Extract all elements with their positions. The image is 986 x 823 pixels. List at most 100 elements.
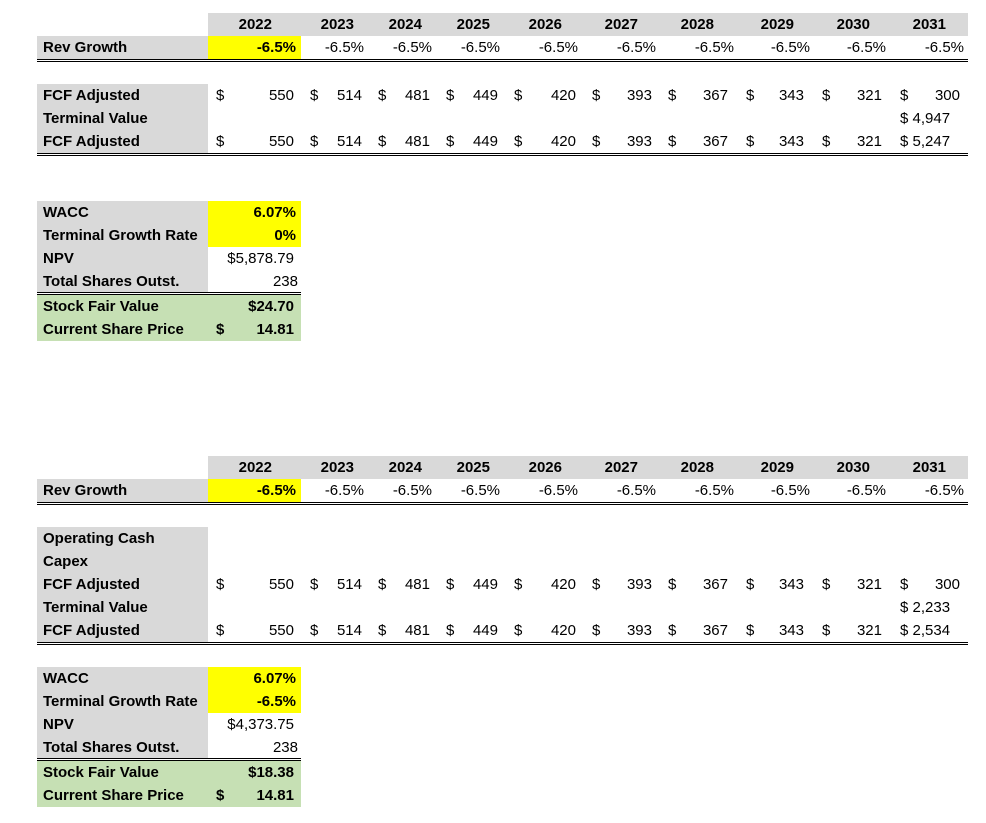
terminal-value[interactable]: $ 2,233 xyxy=(900,599,951,616)
rev-growth-2029[interactable]: -6.5% xyxy=(770,39,810,56)
fcf-2022[interactable]: 550 xyxy=(268,87,294,104)
capex-label: Capex xyxy=(43,553,89,570)
currency-symbol: $ xyxy=(822,622,831,639)
fcf-total-2023[interactable]: 514 xyxy=(336,133,362,150)
fcf-2031[interactable]: 300 xyxy=(934,87,960,104)
wacc-value[interactable]: 6.07% xyxy=(253,670,296,687)
fcf-2031[interactable]: 300 xyxy=(934,576,960,593)
year-2031: 2031 xyxy=(912,16,946,33)
fcf-total-2023[interactable]: 514 xyxy=(336,622,362,639)
fcf-total-2029[interactable]: 343 xyxy=(778,622,804,639)
npv-value[interactable]: $5,878.79 xyxy=(227,250,294,267)
currency-symbol: $ xyxy=(746,87,755,104)
fcf-total-2031[interactable]: $ 2,534 xyxy=(900,622,951,639)
rev-growth-2027[interactable]: -6.5% xyxy=(616,482,656,499)
fcf-2024[interactable]: 481 xyxy=(404,576,430,593)
fcf-2022[interactable]: 550 xyxy=(268,576,294,593)
currency-symbol: $ xyxy=(378,576,387,593)
fcf-2026[interactable]: 420 xyxy=(550,576,576,593)
fcf-2025[interactable]: 449 xyxy=(472,87,498,104)
fcf-2030[interactable]: 321 xyxy=(856,87,882,104)
rev-growth-2022[interactable]: -6.5% xyxy=(256,39,296,56)
currency-symbol: $ xyxy=(216,576,225,593)
fcf-total-2027[interactable]: 393 xyxy=(626,133,652,150)
fcf-total-2027[interactable]: 393 xyxy=(626,622,652,639)
currency-symbol: $ xyxy=(446,133,455,150)
rev-growth-2030[interactable]: -6.5% xyxy=(846,39,886,56)
fair-value[interactable]: $18.38 xyxy=(248,764,294,781)
fcf-labels-bg xyxy=(37,84,208,153)
fcf-total-2030[interactable]: 321 xyxy=(856,133,882,150)
summary-inputs-highlight xyxy=(208,201,301,247)
fcf-total-2025[interactable]: 449 xyxy=(472,622,498,639)
fcf-2027[interactable]: 393 xyxy=(626,576,652,593)
rev-growth-2027[interactable]: -6.5% xyxy=(616,39,656,56)
rev-growth-2029[interactable]: -6.5% xyxy=(770,482,810,499)
fcf-total-2025[interactable]: 449 xyxy=(472,133,498,150)
rev-growth-2028[interactable]: -6.5% xyxy=(694,482,734,499)
fcf-2029[interactable]: 343 xyxy=(778,576,804,593)
fcf-total-2031[interactable]: $ 5,247 xyxy=(900,133,951,150)
wacc-label: WACC xyxy=(43,670,89,687)
share-price-value[interactable]: 14.81 xyxy=(256,321,294,338)
shares-value[interactable]: 238 xyxy=(272,739,298,756)
fcf-2024[interactable]: 481 xyxy=(404,87,430,104)
share-price-label: Current Share Price xyxy=(43,787,184,804)
fcf-total-2029[interactable]: 343 xyxy=(778,133,804,150)
share-price-value[interactable]: 14.81 xyxy=(256,787,294,804)
fcf-2026[interactable]: 420 xyxy=(550,87,576,104)
terminal-growth-value[interactable]: -6.5% xyxy=(256,693,296,710)
fcf-total-2030[interactable]: 321 xyxy=(856,622,882,639)
currency-symbol: $ xyxy=(446,622,455,639)
rev-growth-2030[interactable]: -6.5% xyxy=(846,482,886,499)
currency-symbol: $ xyxy=(822,87,831,104)
rev-growth-2031[interactable]: -6.5% xyxy=(924,482,964,499)
rev-growth-2023[interactable]: -6.5% xyxy=(324,482,364,499)
fcf-double-border xyxy=(37,642,968,645)
year-2022: 2022 xyxy=(238,459,272,476)
rev-growth-2022[interactable]: -6.5% xyxy=(256,482,296,499)
rev-growth-2026[interactable]: -6.5% xyxy=(538,482,578,499)
rev-growth-2028[interactable]: -6.5% xyxy=(694,39,734,56)
currency-symbol: $ xyxy=(310,87,319,104)
rev-growth-2024[interactable]: -6.5% xyxy=(392,482,432,499)
terminal-value-label: Terminal Value xyxy=(43,599,148,616)
rev-growth-2026[interactable]: -6.5% xyxy=(538,39,578,56)
terminal-value-label: Terminal Value xyxy=(43,110,148,127)
currency-symbol: $ xyxy=(216,622,225,639)
terminal-value[interactable]: $ 4,947 xyxy=(900,110,951,127)
rev-growth-2023[interactable]: -6.5% xyxy=(324,39,364,56)
rev-growth-2025[interactable]: -6.5% xyxy=(460,482,500,499)
fcf-total-2022[interactable]: 550 xyxy=(268,133,294,150)
fcf-2023[interactable]: 514 xyxy=(336,87,362,104)
rev-growth-2025[interactable]: -6.5% xyxy=(460,39,500,56)
fcf-2030[interactable]: 321 xyxy=(856,576,882,593)
fcf-total-2026[interactable]: 420 xyxy=(550,133,576,150)
npv-value[interactable]: $4,373.75 xyxy=(227,716,294,733)
fcf-2028[interactable]: 367 xyxy=(702,576,728,593)
currency-symbol: $ xyxy=(216,87,225,104)
year-2024: 2024 xyxy=(388,459,422,476)
fcf-total-2022[interactable]: 550 xyxy=(268,622,294,639)
year-header-bg xyxy=(208,13,968,36)
wacc-value[interactable]: 6.07% xyxy=(253,204,296,221)
rev-growth-2031[interactable]: -6.5% xyxy=(924,39,964,56)
shares-value[interactable]: 238 xyxy=(272,273,298,290)
fair-value[interactable]: $24.70 xyxy=(248,298,294,315)
fcf-total-2024[interactable]: 481 xyxy=(404,133,430,150)
fcf-total-2024[interactable]: 481 xyxy=(404,622,430,639)
fcf-2025[interactable]: 449 xyxy=(472,576,498,593)
currency-symbol: $ xyxy=(216,133,225,150)
currency-symbol: $ xyxy=(592,87,601,104)
fcf-2028[interactable]: 367 xyxy=(702,87,728,104)
rev-growth-2024[interactable]: -6.5% xyxy=(392,39,432,56)
fcf-total-2028[interactable]: 367 xyxy=(702,133,728,150)
fcf-total-2028[interactable]: 367 xyxy=(702,622,728,639)
fair-value-label: Stock Fair Value xyxy=(43,298,159,315)
year-header-bg xyxy=(208,456,968,479)
fcf-total-2026[interactable]: 420 xyxy=(550,622,576,639)
fcf-2029[interactable]: 343 xyxy=(778,87,804,104)
fcf-2027[interactable]: 393 xyxy=(626,87,652,104)
terminal-growth-value[interactable]: 0% xyxy=(274,227,296,244)
fcf-2023[interactable]: 514 xyxy=(336,576,362,593)
